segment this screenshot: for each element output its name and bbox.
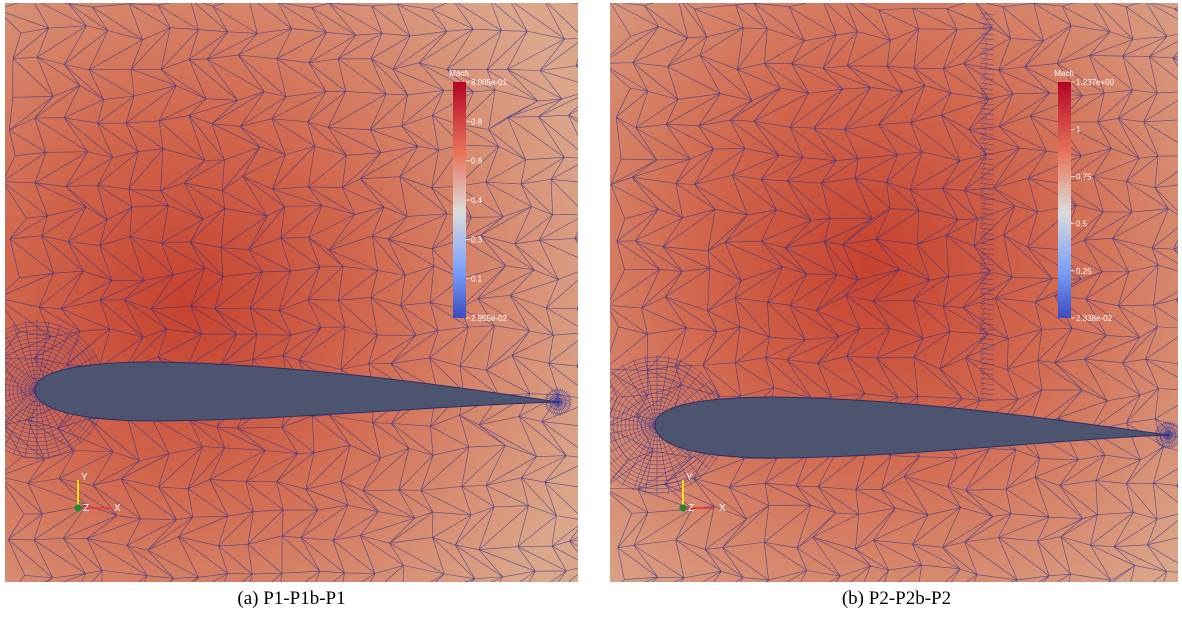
axis-label: Y xyxy=(686,472,693,483)
axis-label: X xyxy=(719,503,726,514)
axis-z xyxy=(75,505,82,512)
flow-field xyxy=(5,3,578,582)
axis-z xyxy=(680,505,687,512)
colorbar-label: 0.3 xyxy=(471,235,483,244)
axis-label: Z xyxy=(688,503,694,514)
axis-label: Z xyxy=(83,503,89,514)
colorbar-label: 0.6 xyxy=(471,157,483,166)
colorbar xyxy=(453,82,466,318)
colorbar-label: 0.75 xyxy=(1076,172,1092,181)
axis-label: Y xyxy=(81,472,88,483)
colorbar xyxy=(1058,82,1071,318)
colorbar-label: 1 xyxy=(1076,125,1081,134)
colorbar-title: Mach xyxy=(449,69,469,78)
colorbar-label: 2.338e-02 xyxy=(1076,314,1113,323)
axis-label: X xyxy=(114,503,121,514)
figure: Mach8.005e-010.80.60.40.30.12.955e-02YZX… xyxy=(0,0,1182,619)
colorbar-label: 0.5 xyxy=(1076,220,1088,229)
colorbar-label: 1.237e+00 xyxy=(1076,78,1115,87)
caption: (a) P1-P1b-P1 xyxy=(5,588,578,610)
colorbar-label: 0.8 xyxy=(471,117,483,126)
flow-field xyxy=(610,3,1178,582)
colorbar-label: 8.005e-01 xyxy=(471,78,508,87)
colorbar-label: 0.1 xyxy=(471,275,483,284)
caption: (b) P2-P2b-P2 xyxy=(610,588,1182,610)
colorbar-title: Mach xyxy=(1054,69,1074,78)
colorbar-label: 2.955e-02 xyxy=(471,314,508,323)
colorbar-label: 0.25 xyxy=(1076,267,1092,276)
colorbar-label: 0.4 xyxy=(471,196,483,205)
